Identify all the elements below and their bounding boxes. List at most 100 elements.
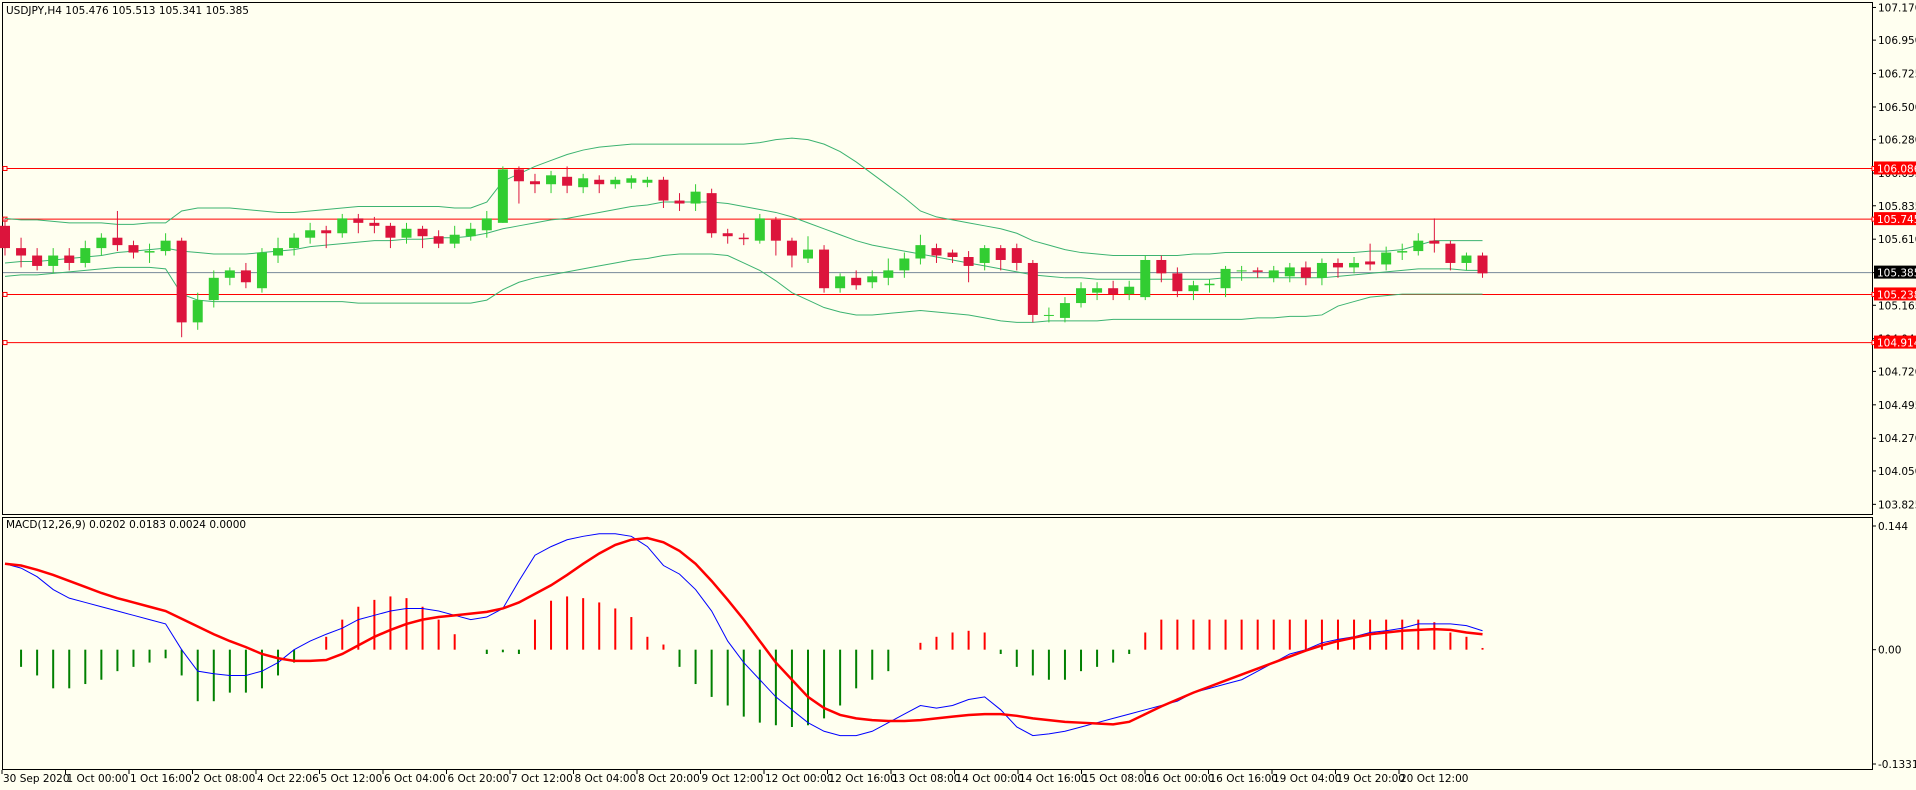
candle-body — [64, 255, 75, 263]
time-tick-label: 1 Oct 00:00 — [67, 773, 129, 785]
candle-body — [658, 179, 669, 201]
level-label: 106.086 — [1877, 163, 1916, 175]
macd-tick-label: -0.1331 — [1878, 759, 1916, 771]
candle-body — [594, 179, 605, 185]
price-tick-label: 106.725 — [1878, 69, 1916, 81]
time-tick-label: 6 Oct 04:00 — [384, 773, 446, 785]
candle-body — [578, 178, 589, 188]
candle-body — [1011, 248, 1022, 263]
time-tick-label: 9 Oct 12:00 — [702, 773, 764, 785]
candle-body — [1204, 283, 1215, 286]
bollinger-upper — [4, 137, 1483, 257]
price-tick-label: 104.270 — [1878, 433, 1916, 445]
candle-body — [1349, 262, 1360, 268]
candle-body — [674, 200, 685, 204]
time-tick-label: 16 Oct 00:00 — [1146, 773, 1214, 785]
candle-body — [176, 240, 187, 323]
candle-body — [1381, 252, 1392, 265]
candle-body — [1445, 243, 1456, 263]
candle-body — [385, 225, 396, 238]
time-tick-label: 19 Oct 04:00 — [1273, 773, 1341, 785]
candle-body — [963, 257, 974, 266]
candle-body — [835, 276, 846, 289]
candle-body — [770, 219, 781, 241]
candle-body — [48, 255, 59, 266]
price-tick-label: 105.835 — [1878, 201, 1916, 213]
candle-body — [1092, 288, 1103, 293]
time-tick-label: 2 Oct 08:00 — [194, 773, 256, 785]
macd-pane[interactable] — [2, 517, 1873, 770]
level-label: 104.914 — [1877, 338, 1916, 350]
price-pane[interactable] — [2, 2, 1873, 515]
price-tick-label: 104.720 — [1878, 366, 1916, 378]
candle-body — [273, 248, 284, 256]
candle-body — [305, 230, 316, 238]
time-tick-label: 8 Oct 04:00 — [575, 773, 637, 785]
candle-body — [1429, 240, 1440, 244]
candle-body — [32, 255, 43, 266]
candle-body — [1188, 285, 1199, 292]
time-tick-label: 13 Oct 08:00 — [892, 773, 960, 785]
time-tick-label: 30 Sep 2020 — [3, 773, 70, 785]
candle-body — [642, 179, 653, 183]
time-tick-label: 8 Oct 20:00 — [638, 773, 700, 785]
candle-body — [1076, 288, 1087, 304]
level-label: 105.238 — [1877, 289, 1916, 301]
candle-body — [562, 176, 573, 186]
candle-body — [851, 277, 862, 286]
time-tick-label: 20 Oct 12:00 — [1400, 773, 1468, 785]
candle-body — [754, 218, 765, 241]
level-anchor — [2, 165, 8, 171]
candle-body — [786, 240, 797, 256]
current-price-label: 105.385 — [1877, 268, 1916, 280]
time-tick-label: 5 Oct 12:00 — [321, 773, 383, 785]
level-anchor — [2, 291, 8, 297]
candle-body — [1172, 273, 1183, 292]
candle-body — [803, 249, 813, 259]
candle-body — [160, 240, 171, 252]
bollinger-middle — [4, 201, 1483, 280]
level-label-bg — [1874, 335, 1916, 349]
candle-body — [224, 270, 235, 278]
price-tick-label: 106.280 — [1878, 135, 1916, 147]
price-tick-label: 105.610 — [1878, 234, 1916, 246]
candle-body — [1108, 288, 1119, 295]
level-anchor — [2, 340, 8, 346]
candle-body — [96, 237, 107, 249]
candle-body — [1284, 267, 1295, 277]
candle-body — [1268, 270, 1279, 278]
candle-body — [546, 175, 557, 185]
price-tick-label: 106.500 — [1878, 102, 1916, 114]
candle-body — [626, 178, 637, 183]
candle-body — [417, 228, 428, 237]
macd-header: MACD(12,26,9) 0.0202 0.0183 0.0024 0.000… — [6, 519, 246, 531]
candle-body — [513, 169, 524, 182]
macd-tick-label: 0.00 — [1878, 645, 1901, 657]
candle-body — [1124, 286, 1135, 295]
candle-body — [819, 249, 830, 289]
candle-body — [947, 252, 958, 258]
candle-body — [401, 228, 412, 238]
candle-body — [497, 169, 508, 223]
level-label-bg — [1874, 212, 1916, 226]
candle-body — [1332, 262, 1343, 268]
candle-body — [80, 248, 91, 263]
candle-body — [1059, 303, 1070, 318]
candle-body — [112, 237, 123, 246]
time-tick-label: 15 Oct 08:00 — [1083, 773, 1151, 785]
candle-body — [529, 181, 540, 185]
candle-body — [1027, 262, 1038, 315]
level-label-bg — [1874, 287, 1916, 301]
candle-body — [0, 225, 10, 249]
level-label-bg — [1874, 161, 1916, 175]
candle-body — [1140, 259, 1151, 298]
candle-body — [1365, 261, 1376, 265]
price-tick-label: 104.495 — [1878, 400, 1916, 412]
candle-body — [128, 245, 139, 253]
candle-body — [465, 228, 476, 237]
candle-body — [1461, 255, 1472, 263]
candle-body — [144, 251, 155, 253]
candle-body — [240, 270, 251, 283]
candle-body — [883, 270, 894, 278]
